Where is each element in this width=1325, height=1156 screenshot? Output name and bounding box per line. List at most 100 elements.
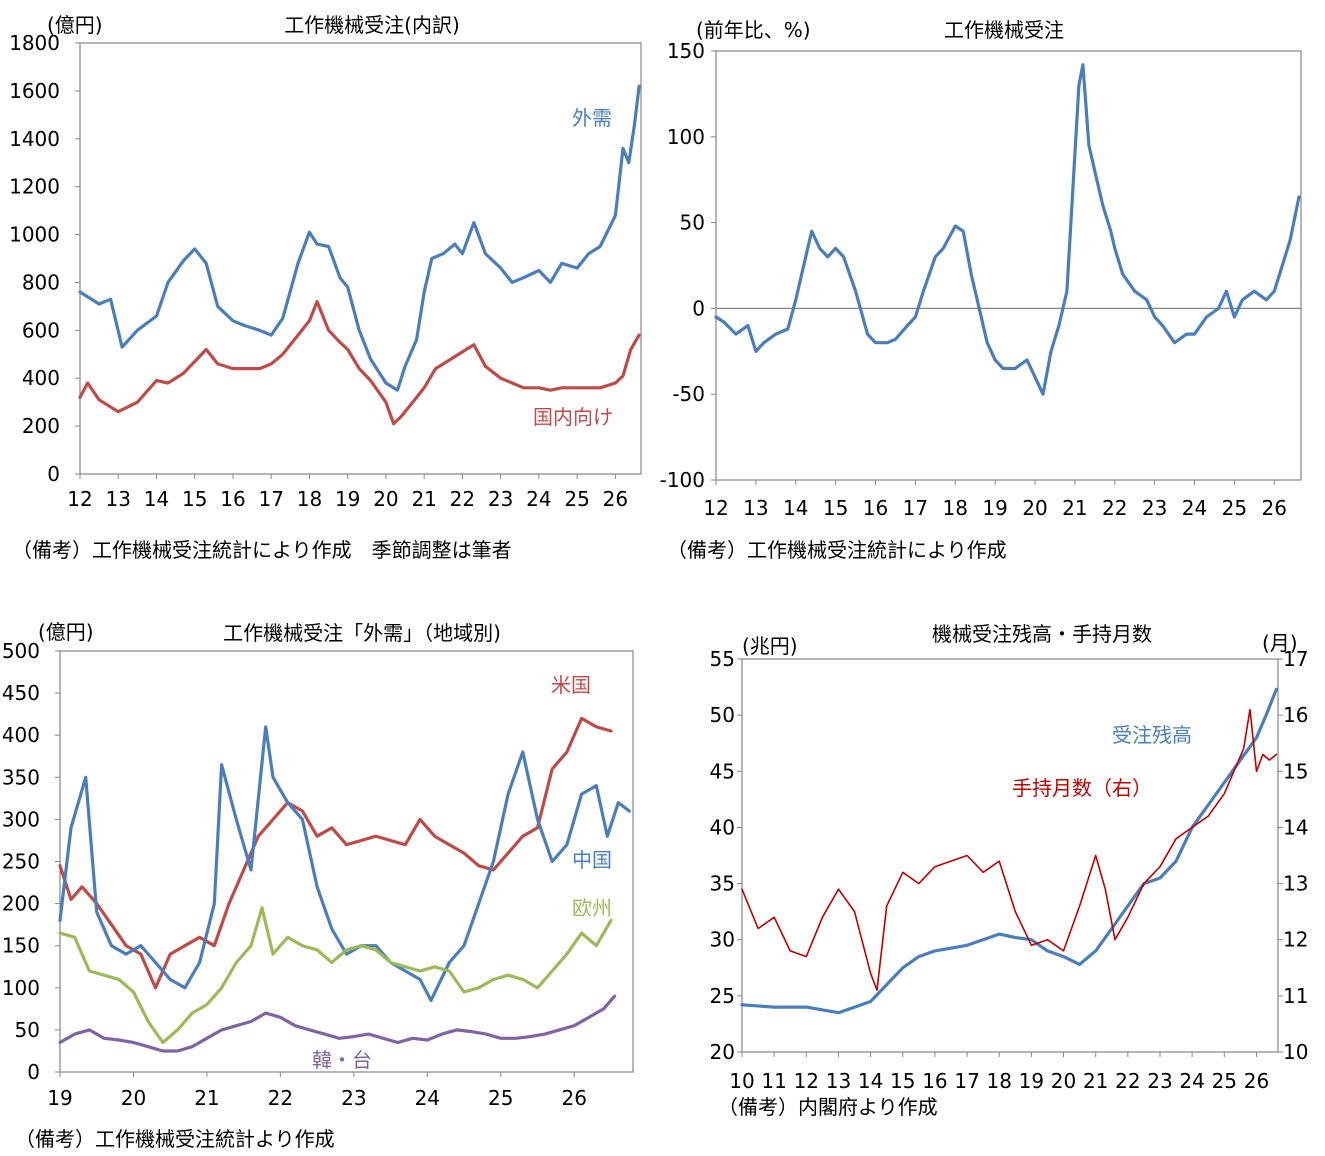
- x-tick-label: 25: [564, 487, 589, 511]
- series-layer: [740, 687, 1279, 1015]
- y-tick-label: 450: [2, 681, 40, 705]
- series-line-0: [78, 84, 641, 392]
- y-unit-label-right: (月): [1262, 631, 1298, 655]
- x-tick-label: 17: [903, 496, 928, 520]
- x-tick-label: 23: [1142, 496, 1167, 520]
- x-tick-label: 22: [450, 487, 475, 511]
- series-label-us: 米国: [551, 673, 591, 697]
- series-layer: [714, 63, 1301, 396]
- x-tick-label: 21: [194, 1086, 219, 1110]
- x-tick-label: 20: [121, 1086, 146, 1110]
- y-tick-label: 25: [710, 984, 735, 1008]
- y2-tick-label: 16: [1283, 703, 1308, 727]
- x-tick-label: 21: [1062, 496, 1087, 520]
- series-line-1: [58, 725, 631, 1003]
- series-label-china: 中国: [572, 848, 612, 872]
- chart-title: 工作機械受注: [944, 18, 1064, 42]
- series-line-2: [58, 906, 613, 1045]
- x-tick-label: 14: [783, 496, 808, 520]
- y-tick-label: -100: [660, 468, 705, 492]
- x-tick-label: 26: [562, 1086, 587, 1110]
- y-tick-label: 35: [710, 872, 735, 896]
- y-unit-label: (億円): [47, 13, 103, 37]
- y-tick-label: 600: [22, 318, 60, 342]
- chart-order-backlog-months: 機械受注残高・手持月数 (兆円) (月) （備考）内閣府より作成 20 25 30 3…: [710, 622, 1309, 1119]
- x-tick-label: 10: [729, 1069, 754, 1093]
- y-tick-label: 45: [710, 759, 735, 783]
- series-line-0: [714, 63, 1301, 396]
- x-tick-label: 20: [1022, 496, 1047, 520]
- x-tick-label: 23: [1147, 1069, 1172, 1093]
- x-tick-label: 23: [488, 487, 513, 511]
- x-tick-label: 18: [987, 1069, 1012, 1093]
- x-tick-label: 21: [411, 487, 436, 511]
- x-tick-label: 17: [258, 487, 283, 511]
- axes: -100 -50 0 50 100 150 12 13 14 15 16 17 18 19 20 21 22 23…: [660, 39, 1301, 520]
- y-tick-label: 150: [667, 39, 705, 63]
- chart-title: 工作機械受注(内訳): [284, 13, 460, 37]
- series-line-1: [78, 300, 641, 426]
- plot-area-border: [59, 650, 634, 1073]
- x-tick-label: 12: [703, 496, 728, 520]
- x-tick-label: 16: [922, 1069, 947, 1093]
- y-tick-label: 100: [2, 976, 40, 1000]
- x-tick-label: 15: [823, 496, 848, 520]
- y-tick-label: 55: [710, 647, 735, 671]
- y-tick-label: 20: [710, 1040, 735, 1064]
- y-unit-label-left: (兆円): [742, 634, 798, 658]
- axes: 0 50 100 150 200 250 300 350 400 450 500 19 20 21 22 23…: [2, 639, 587, 1110]
- x-tick-label: 13: [106, 487, 131, 511]
- x-tick-label: 13: [826, 1069, 851, 1093]
- axes: 20 25 30 35 40 45 50 55 10 11 12 13 14 15 16 17 10 11 12 13…: [710, 647, 1309, 1093]
- y-tick-label: 50: [15, 1018, 40, 1042]
- series-line-3: [58, 994, 617, 1053]
- x-tick-label: 22: [1102, 496, 1127, 520]
- y-tick-label: 400: [2, 723, 40, 747]
- series-label-domestic: 国内向け: [533, 405, 613, 429]
- plot-area-border: [715, 50, 1302, 481]
- x-tick-label: 12: [794, 1069, 819, 1093]
- y2-tick-label: 17: [1283, 647, 1308, 671]
- y-tick-label: 50: [710, 703, 735, 727]
- y2-tick-label: 10: [1283, 1040, 1308, 1064]
- plot-area-border: [79, 42, 642, 475]
- x-tick-label: 24: [415, 1086, 440, 1110]
- chart-overseas-orders-by-region: 工作機械受注「外需」（地域別) (億円) （備考）工作機械受注統計より作成 0 5…: [2, 620, 634, 1151]
- x-tick-label: 26: [603, 487, 628, 511]
- x-tick-label: 19: [982, 496, 1007, 520]
- y-tick-label: 400: [22, 366, 60, 390]
- x-tick-label: 15: [182, 487, 207, 511]
- series-line-1: [741, 708, 1278, 992]
- x-tick-label: 24: [1179, 1069, 1204, 1093]
- y-tick-label: 1200: [9, 175, 60, 199]
- x-tick-label: 16: [220, 487, 245, 511]
- y-tick-label: 1000: [9, 223, 60, 247]
- chart-note: （備考）工作機械受注統計により作成: [667, 538, 1007, 562]
- y-tick-label: 350: [2, 765, 40, 789]
- series-layer: [78, 84, 641, 426]
- y-tick-label: 300: [2, 807, 40, 831]
- series-line-0: [740, 687, 1279, 1015]
- plot-area-border: [741, 658, 1279, 1053]
- chart-note: （備考）工作機械受注統計より作成: [15, 1127, 335, 1151]
- series-line-0: [58, 716, 613, 990]
- y2-tick-label: 12: [1283, 928, 1308, 952]
- chart-title: 工作機械受注「外需」（地域別): [223, 621, 501, 645]
- x-tick-label: 24: [526, 487, 551, 511]
- y-tick-label: 1400: [9, 127, 60, 151]
- x-tick-label: 21: [1083, 1069, 1108, 1093]
- x-tick-label: 26: [1244, 1069, 1269, 1093]
- y-tick-label: 200: [2, 892, 40, 916]
- x-tick-label: 14: [858, 1069, 883, 1093]
- chart-note: （備考）内閣府より作成: [718, 1095, 938, 1119]
- y-unit-label: (億円): [38, 620, 94, 644]
- x-tick-label: 25: [488, 1086, 513, 1110]
- series-label-backlog: 受注残高: [1112, 723, 1192, 747]
- x-tick-label: 26: [1262, 496, 1287, 520]
- x-tick-label: 14: [144, 487, 169, 511]
- y2-tick-label: 13: [1283, 872, 1308, 896]
- y-tick-label: 50: [680, 211, 705, 235]
- y2-tick-label: 15: [1283, 759, 1308, 783]
- x-tick-label: 19: [335, 487, 360, 511]
